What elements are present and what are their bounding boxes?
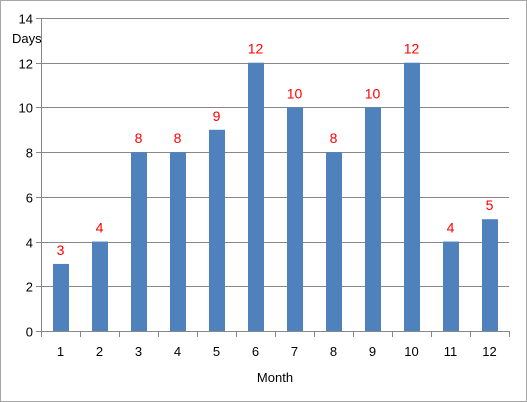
data-label: 8 [330,130,338,146]
bars [53,62,498,331]
y-tick-label: 12 [19,57,33,72]
bar [170,152,186,331]
bar [404,62,420,331]
x-tick-label: 8 [330,344,337,359]
bar [53,263,69,331]
data-label: 9 [213,108,221,124]
data-label: 3 [57,242,65,258]
y-tick-label: 14 [19,12,33,27]
x-tick-label: 12 [482,344,496,359]
x-tick-label: 10 [404,344,418,359]
data-label: 10 [287,85,303,101]
bar [365,107,381,331]
x-tick-label: 3 [135,344,142,359]
data-label: 12 [404,41,420,57]
bar [248,62,264,331]
bar [209,129,225,331]
axes [41,18,509,332]
y-tick-label: 2 [26,280,33,295]
data-label: 12 [248,41,264,57]
y-tick-label: 8 [26,146,33,161]
x-tick-label: 2 [96,344,103,359]
data-label: 4 [96,220,104,236]
bar [92,241,108,331]
x-tick-label: 6 [252,344,259,359]
y-tick-label: 0 [26,325,33,340]
x-tick-label: 11 [444,344,458,359]
y-tick-labels: 0 2 4 6 8 10 12 14 [19,12,41,340]
bar [443,241,459,331]
data-label: 10 [365,85,381,101]
x-tick-label: 7 [291,344,298,359]
bar [482,219,498,331]
x-tick-label: 1 [57,344,64,359]
x-axis-title: Month [257,370,293,385]
x-tick-label: 9 [369,344,376,359]
y-axis-title: Days [12,31,42,46]
x-tick-label: 4 [174,344,181,359]
y-tick-label: 10 [19,101,33,116]
gridlines [41,18,509,287]
data-label: 4 [447,220,455,236]
bar [287,107,303,331]
bar [326,152,342,331]
x-tick-labels: 1 2 3 4 5 6 7 8 9 10 11 12 [41,331,510,359]
x-tick-label: 5 [213,344,220,359]
data-label: 8 [174,130,182,146]
data-labels: 3 4 8 8 9 12 10 8 10 12 4 5 [57,41,494,258]
bar [131,152,147,331]
data-label: 5 [486,197,494,213]
y-tick-label: 6 [26,191,33,206]
y-tick-label: 4 [26,236,33,251]
data-label: 8 [135,130,143,146]
